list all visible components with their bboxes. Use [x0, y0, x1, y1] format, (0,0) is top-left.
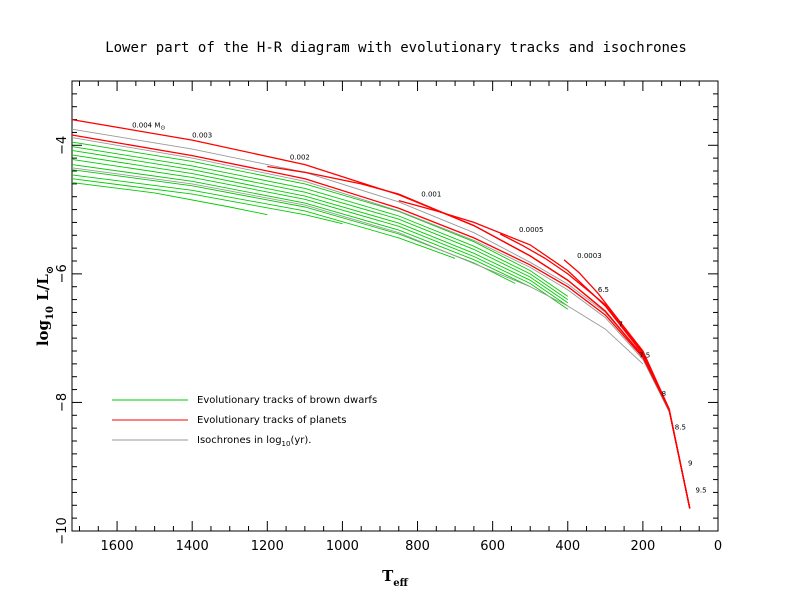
annotations: 0.004 M⊙ 0.003 0.002 0.001 0.0005 0.0003 6.5 7 7…	[132, 121, 707, 494]
brown-dwarf-track	[71, 174, 456, 259]
y-tick-label: −6	[55, 264, 70, 283]
brown-dwarf-track	[71, 141, 569, 297]
series-layer	[71, 118, 691, 509]
isochrone-label: 7	[618, 321, 622, 329]
legend-label: Isochrones in log10(yr).	[197, 435, 311, 448]
y-tick-label: −8	[55, 393, 70, 412]
legend-label: Evolutionary tracks of brown dwarfs	[197, 395, 377, 406]
y-tick-label: −10	[55, 517, 70, 544]
x-tick-label: 1400	[176, 539, 209, 554]
chart-title: Lower part of the H-R diagram with evolu…	[105, 40, 687, 56]
isochrone-label: 8	[662, 390, 666, 398]
mass-label: 0.0005	[519, 226, 544, 234]
brown-dwarf-track	[71, 164, 531, 288]
brown-dwarf-track	[71, 178, 343, 225]
x-tick-label: 800	[405, 539, 430, 554]
plot-frame	[71, 80, 719, 532]
isochrone-label: 7.5	[639, 351, 650, 359]
x-tick-label: 600	[480, 539, 505, 554]
brown-dwarf-track	[71, 154, 569, 307]
isochrone-track	[71, 167, 644, 365]
isochrone-track	[71, 128, 691, 509]
legend: Evolutionary tracks of brown dwarfs Evolu…	[112, 395, 377, 448]
isochrone-track	[71, 137, 670, 413]
x-tick-label: 1600	[101, 539, 134, 554]
isochrone-label: 8.5	[675, 423, 686, 431]
x-tick-label: 200	[630, 539, 655, 554]
x-tick-label: 1200	[251, 539, 284, 554]
x-tick-label: 1000	[326, 539, 359, 554]
brown-dwarf-track	[71, 158, 569, 310]
axis-tick-labels: 1600 1400 1200 1000 800 600 400 200 0 −10 −8 −6 −4	[55, 136, 722, 554]
isochrone-label: 9.5	[695, 486, 706, 494]
planet-track	[71, 118, 691, 509]
x-tick-label: 400	[555, 539, 580, 554]
planet-track	[499, 233, 691, 509]
isochrone-label: 9	[688, 459, 692, 467]
mass-label: 0.004 M⊙	[132, 121, 165, 131]
mass-label: 0.003	[192, 132, 212, 140]
brown-dwarf-track	[71, 182, 268, 216]
axis-ticks	[72, 80, 719, 532]
y-tick-label: −4	[55, 136, 70, 155]
planet-track	[563, 259, 691, 509]
isochrone-label: 6.5	[598, 286, 609, 294]
brown-dwarf-track	[71, 146, 569, 300]
legend-label: Evolutionary tracks of planets	[197, 415, 347, 426]
brown-dwarf-track	[71, 149, 569, 304]
x-tick-label: 0	[714, 539, 722, 554]
y-axis-label: log10 L/L⊙	[34, 266, 56, 346]
x-axis-label: Teff	[382, 567, 409, 589]
mass-label: 0.002	[290, 153, 310, 161]
mass-label: 0.0003	[577, 252, 602, 260]
mass-label: 0.001	[421, 191, 441, 199]
